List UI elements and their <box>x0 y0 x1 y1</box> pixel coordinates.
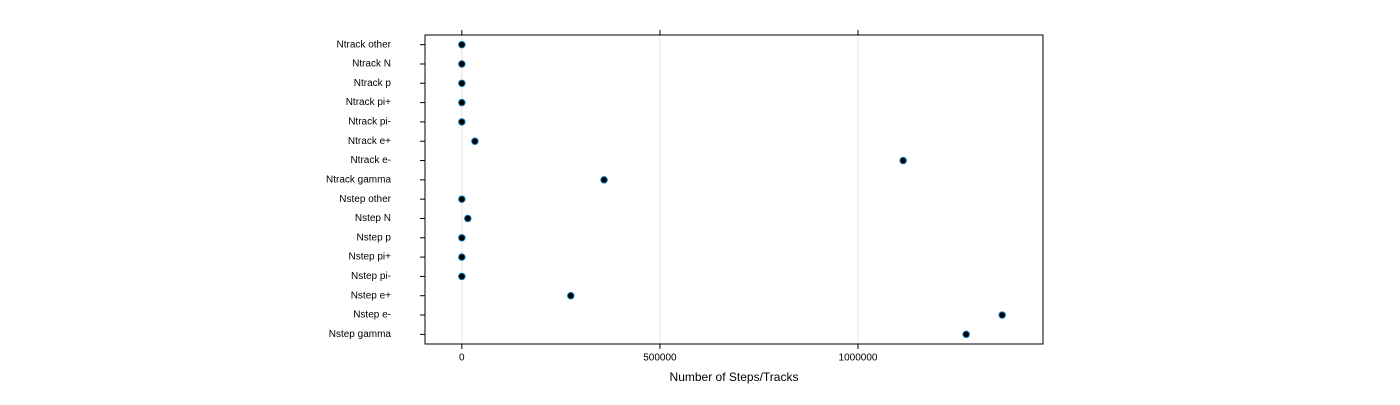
dot <box>600 176 608 184</box>
dot <box>962 330 970 339</box>
y-tick-label: Ntrack N <box>352 59 391 70</box>
dot <box>471 137 479 145</box>
x-tick-label: 500000 <box>643 353 677 364</box>
dot <box>458 79 466 87</box>
y-tick-label: Nstep pi- <box>351 271 391 282</box>
y-tick-label: Nstep pi+ <box>348 252 391 263</box>
dot <box>458 118 466 126</box>
y-tick-label: Ntrack p <box>354 78 392 89</box>
y-tick-label: Nstep e- <box>353 310 391 321</box>
dot <box>899 156 907 165</box>
y-tick-label: Ntrack other <box>337 39 392 50</box>
y-tick-label: Nstep gamma <box>329 329 392 340</box>
x-axis-label: Number of Steps/Tracks <box>670 370 799 384</box>
y-tick-label: Ntrack gamma <box>326 174 391 185</box>
y-tick-label: Ntrack pi+ <box>346 97 391 108</box>
dot <box>458 60 466 68</box>
x-tick-label: 0 <box>459 353 465 364</box>
y-tick-label: Ntrack e+ <box>348 136 391 147</box>
dot <box>998 311 1006 319</box>
dot <box>458 98 466 107</box>
plot-frame <box>424 34 1044 345</box>
dot <box>458 253 466 261</box>
dot <box>458 272 466 281</box>
y-tick-label: Ntrack pi- <box>348 117 391 128</box>
y-tick-label: Nstep other <box>339 194 391 205</box>
x-tick-label: 1000000 <box>839 353 878 364</box>
dot <box>458 234 466 242</box>
y-tick-label: Nstep p <box>357 232 392 243</box>
y-tick-label: Nstep N <box>355 213 391 224</box>
y-tick-label: Ntrack e- <box>350 155 391 166</box>
dot <box>464 214 472 223</box>
y-tick-label: Nstep e+ <box>351 290 391 301</box>
dot <box>458 195 466 203</box>
dot <box>567 292 575 300</box>
dot <box>458 40 466 49</box>
